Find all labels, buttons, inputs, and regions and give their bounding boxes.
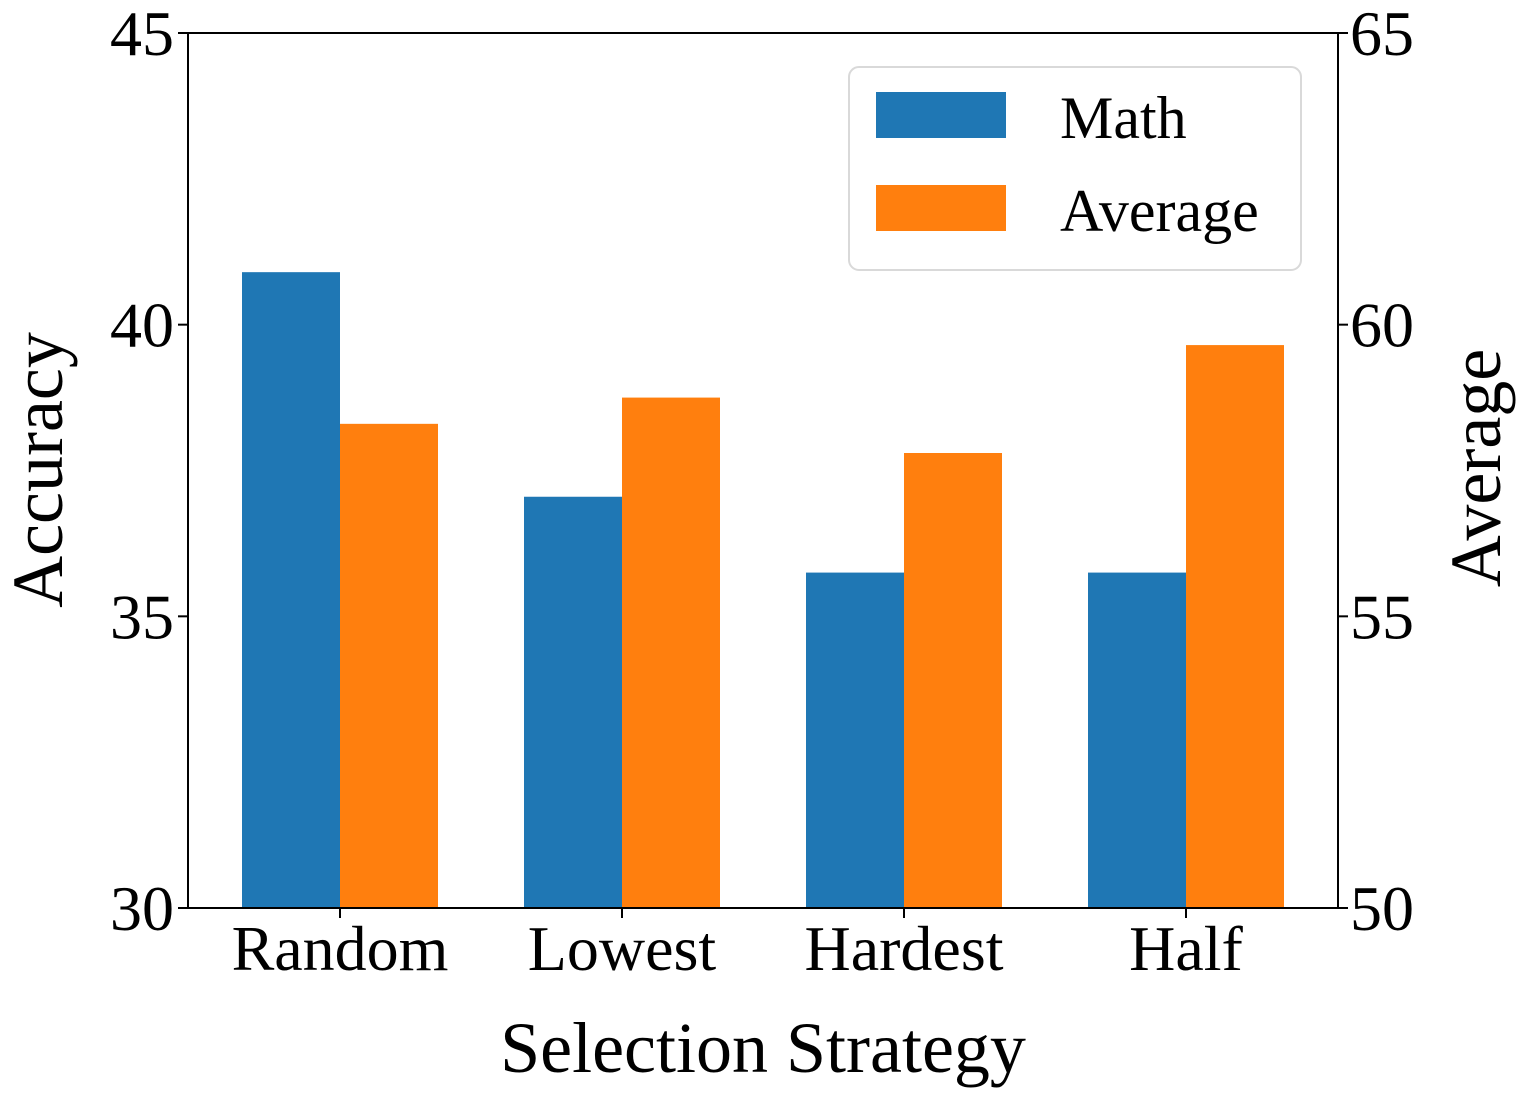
y-axis-left-title: Accuracy (0, 332, 78, 608)
y-right-tick-label: 50 (1350, 873, 1414, 944)
bar-average-random (340, 423, 438, 908)
legend: Math Average (848, 66, 1302, 271)
legend-swatch-math (876, 92, 1006, 138)
legend-label-math: Math (1060, 85, 1187, 151)
bar-average-half (1186, 345, 1284, 908)
bar-average-hardest (904, 453, 1002, 908)
y-axis-right-title: Average (1436, 349, 1516, 588)
legend-label-average: Average (1060, 178, 1259, 244)
bar-math-half (1088, 572, 1186, 908)
y-right-tick-label: 60 (1350, 290, 1414, 361)
y-left-tick-label: 30 (110, 873, 174, 944)
bars-layer (242, 272, 1284, 909)
y-right-tick-label: 55 (1350, 581, 1414, 652)
x-tick-label: Half (1129, 913, 1243, 984)
y-left-tick-label: 40 (110, 290, 174, 361)
ticks-layer: Random Lowest Hardest Half 30 35 40 45 50 55 60 65 (110, 0, 1414, 984)
bar-average-lowest (622, 397, 720, 908)
x-axis-title: Selection Strategy (500, 1008, 1026, 1088)
bar-math-random (242, 272, 340, 909)
legend-swatch-average (876, 185, 1006, 231)
x-tick-label: Hardest (804, 913, 1003, 984)
y-right-tick-label: 65 (1350, 0, 1414, 69)
y-left-tick-label: 35 (110, 581, 174, 652)
x-tick-label: Random (232, 913, 449, 984)
plot-frame (187, 32, 1339, 909)
x-tick-label: Lowest (528, 913, 717, 984)
y-left-tick-label: 45 (110, 0, 174, 69)
bar-math-lowest (524, 496, 622, 908)
bar-math-hardest (806, 572, 904, 908)
